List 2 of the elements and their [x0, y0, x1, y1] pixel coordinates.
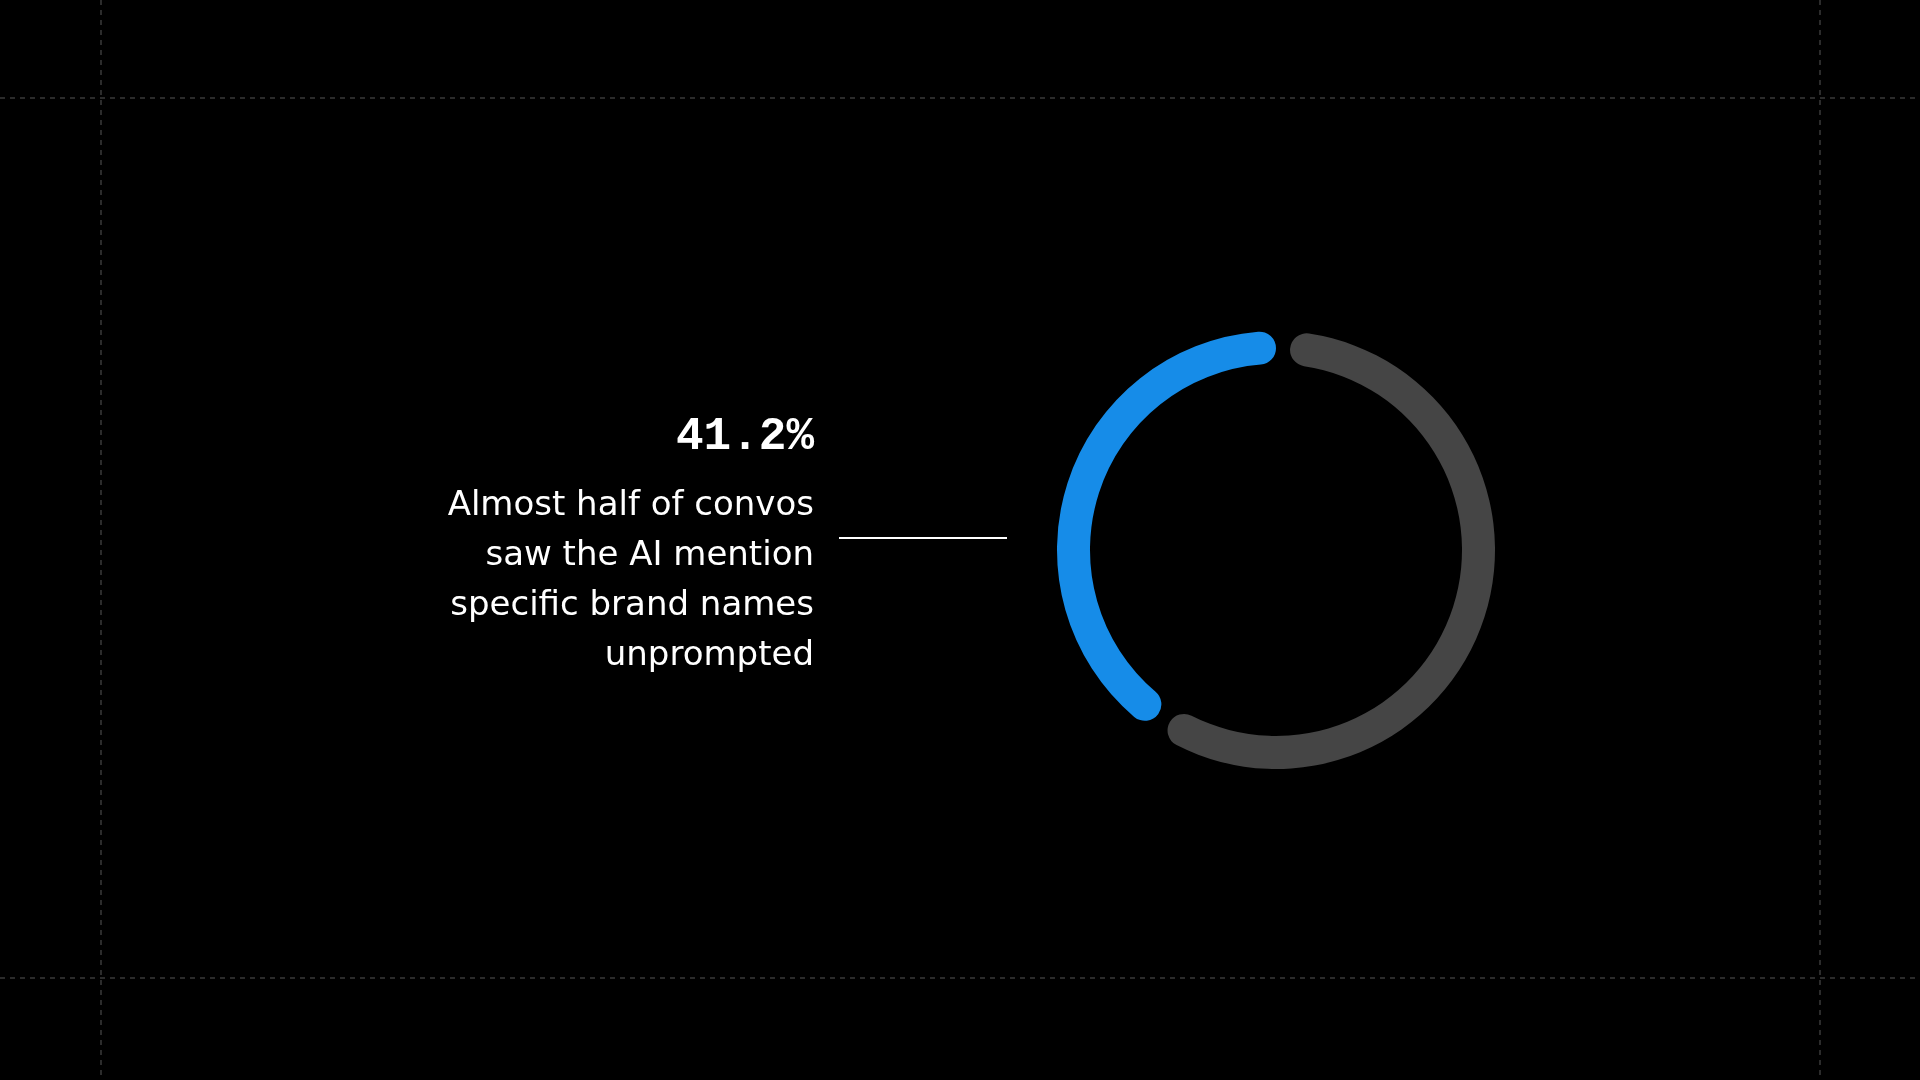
text: Almost half of convos saw the AI mention specific brand names unprompted: [447, 483, 814, 673]
text: 41.2%: [675, 411, 815, 463]
